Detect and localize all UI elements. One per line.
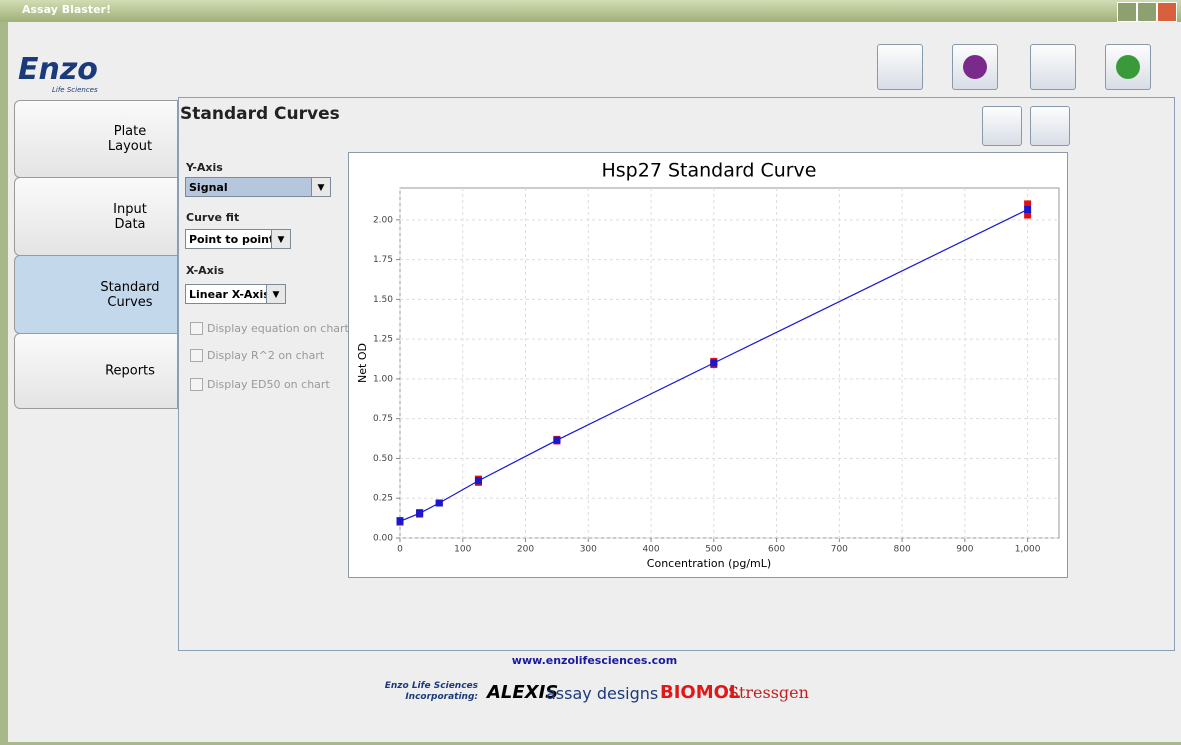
y-tick-label: 0.25 (373, 494, 393, 504)
title-bar: Assay Blaster! (0, 0, 1181, 22)
checkbox[interactable]: Display R^2 on chart (190, 349, 324, 362)
brand: Stressgen (728, 683, 809, 702)
brand: assay designs (546, 684, 659, 703)
y-tick-label: 2.00 (373, 215, 393, 225)
x-tick-label: 500 (705, 545, 722, 555)
bottom-border (8, 742, 1181, 745)
data-point (1024, 200, 1032, 208)
plot-area (399, 187, 1060, 539)
x-tick-label: 200 (517, 545, 534, 555)
tab-label: Plate Layout (107, 124, 153, 154)
checkbox-label: Display equation on chart (207, 322, 349, 335)
y-tick-label: 1.00 (373, 374, 393, 384)
y-tick-label: 0.75 (373, 414, 393, 424)
dropdown[interactable]: Linear X-Axis ▼ (185, 284, 286, 304)
data-point (474, 477, 482, 485)
label: X-Axis (186, 264, 225, 277)
maximize-button[interactable] (1137, 2, 1157, 22)
x-tick-label: 300 (580, 545, 597, 555)
x-tick-label: 800 (894, 545, 911, 555)
footer-url: www.enzolifesciences.com (511, 654, 678, 667)
dropdown-value: Linear X-Axis (189, 288, 270, 301)
y-axis-label: Net OD (356, 343, 369, 383)
tab-label: Reports (105, 363, 155, 379)
panel-title: Standard Curves (180, 104, 340, 124)
checkbox[interactable]: Display ED50 on chart (190, 378, 330, 391)
footer-incorporating: Enzo Life Sciences Incorporating: (384, 681, 478, 702)
dropdown[interactable]: Signal ▼ (185, 177, 331, 197)
window-frame (0, 22, 8, 745)
x-axis-label: Concentration (pg/mL) (647, 557, 771, 570)
dropdown-value: Point to point (189, 233, 275, 246)
tools-button[interactable] (877, 44, 923, 90)
x-tick-label: 900 (956, 545, 973, 555)
snapshot-button[interactable] (982, 106, 1022, 146)
help-button[interactable] (952, 44, 998, 90)
x-tick-label: 400 (642, 545, 659, 555)
tab[interactable]: Plate Layout (14, 100, 178, 178)
tab-label: Input Data (113, 201, 147, 232)
tab-selected[interactable]: Standard Curves (14, 255, 178, 334)
save-button[interactable] (1030, 106, 1070, 146)
y-tick-label: 1.25 (373, 335, 393, 345)
logo: Enzo (18, 52, 98, 87)
data-point (396, 517, 404, 525)
y-tick-label: 0.50 (373, 454, 393, 464)
x-tick-label: 700 (831, 545, 848, 555)
chart: Hsp27 Standard Curve Concentration (pg/m… (348, 152, 1068, 578)
tab-label: Standard Curves (100, 279, 160, 310)
x-tick-label: 100 (454, 545, 471, 555)
checkbox[interactable]: Display equation on chart (190, 322, 349, 335)
y-tick-label: 1.50 (373, 295, 393, 305)
dropdown[interactable]: Point to point ▼ (185, 229, 291, 249)
minimize-button[interactable] (1117, 2, 1137, 22)
data-point (435, 499, 443, 507)
x-tick-label: 1,000 (1015, 545, 1041, 555)
data-point (553, 436, 561, 444)
y-tick-label: 0.00 (373, 534, 393, 544)
checkbox-label: Display R^2 on chart (207, 349, 325, 362)
dropdown-value: Signal (189, 181, 228, 194)
data-point (710, 359, 718, 367)
data-point (416, 509, 424, 517)
brand: ALEXIS (487, 682, 559, 703)
label: Curve fit (186, 211, 240, 224)
window-title: Assay Blaster! (22, 3, 111, 16)
chart-title: Hsp27 Standard Curve (602, 160, 817, 182)
tab[interactable]: Reports (14, 333, 178, 409)
close-button[interactable] (1157, 2, 1177, 22)
next-button[interactable] (1105, 44, 1151, 90)
label: Y-Axis (186, 161, 223, 174)
x-tick-label: 600 (768, 545, 785, 555)
logo-sub: Life Sciences (52, 86, 98, 94)
tab[interactable]: Input Data (14, 177, 178, 256)
brand: BIOMOL (660, 682, 741, 703)
data-point (1024, 205, 1032, 213)
data-point (1024, 211, 1032, 219)
checkbox-label: Display ED50 on chart (207, 378, 330, 391)
y-tick-label: 1.75 (373, 255, 393, 265)
refresh-button[interactable] (1030, 44, 1076, 90)
x-tick-label: 0 (397, 545, 403, 555)
